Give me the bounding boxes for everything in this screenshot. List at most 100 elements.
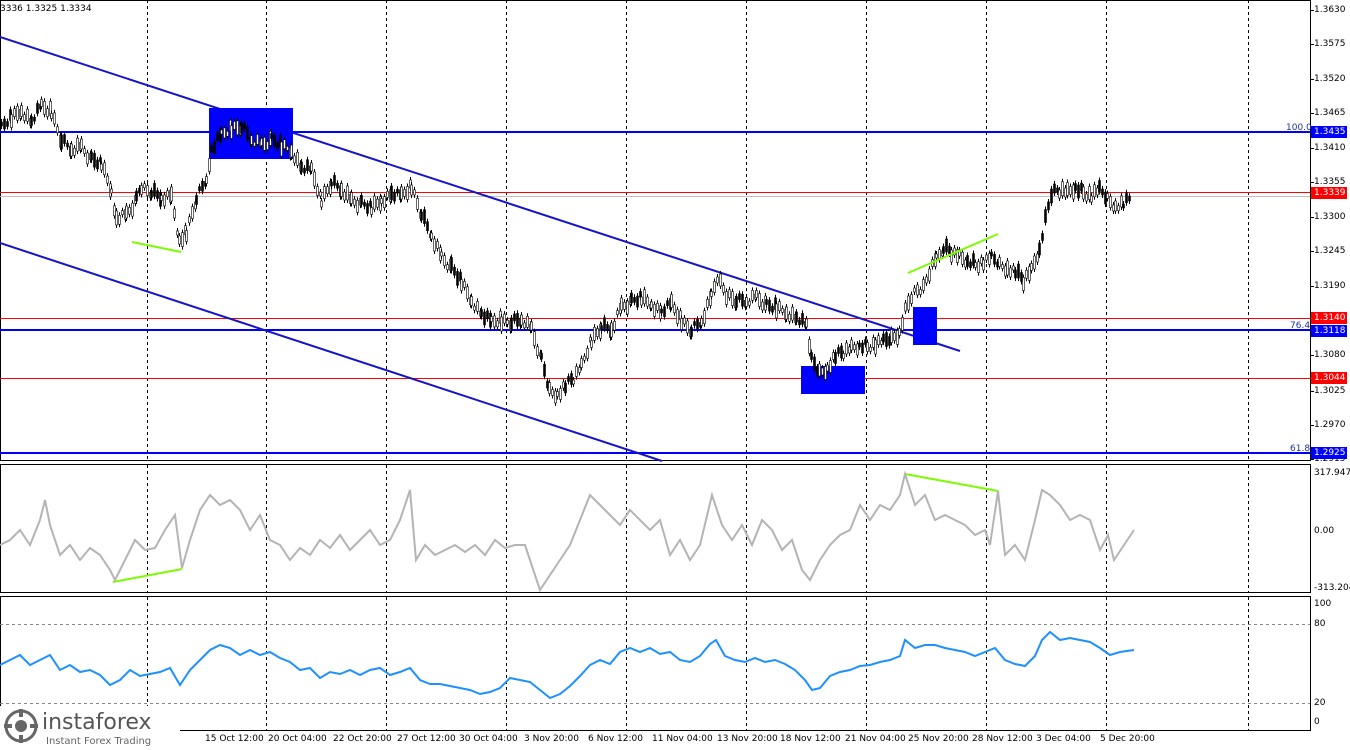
time-axis-label: 30 Oct 04:00 (459, 734, 518, 744)
candle-body (115, 210, 118, 226)
candle-body (751, 290, 754, 301)
candle-body (143, 183, 146, 189)
candle-body (156, 190, 159, 199)
candle-body (243, 122, 246, 130)
candle-body (1112, 204, 1115, 212)
candle-body (99, 157, 102, 162)
candle-body (1080, 182, 1083, 192)
candle-body (856, 343, 859, 356)
candle-body (181, 232, 184, 247)
candle-body (907, 295, 910, 311)
candle-body (755, 290, 758, 298)
time-axis-label: 6 Nov 12:00 (588, 734, 643, 744)
candle-body (998, 257, 1001, 267)
candle-body (131, 202, 134, 217)
candle-body (150, 190, 153, 198)
candle-body (693, 321, 696, 326)
candle-body (118, 215, 121, 225)
candle-body (201, 180, 204, 192)
candle-body (263, 137, 266, 151)
candle-body (296, 152, 299, 166)
candle-body (1066, 182, 1069, 196)
candle-body (56, 126, 59, 134)
candle-body (121, 210, 124, 215)
candle-body (516, 312, 519, 327)
candle-body (731, 291, 734, 306)
candle-body (493, 315, 496, 328)
time-axis-label: 3 Dec 04:00 (1036, 734, 1091, 744)
price-panel (0, 0, 1311, 461)
candle-body (928, 268, 931, 282)
candle-body (530, 321, 533, 331)
candle-body (745, 297, 748, 307)
time-axis-label: 5 Dec 20:00 (1100, 734, 1155, 744)
candle-body (350, 192, 353, 204)
price-axis-label: 1.3520 (1314, 74, 1346, 84)
candle-body (526, 315, 529, 328)
candle-body (216, 133, 219, 141)
rsi-line (0, 630, 1135, 700)
candle-body (761, 301, 764, 311)
candle-body (810, 352, 813, 360)
trend-channel-lower[interactable] (0, 242, 663, 462)
candle-body (125, 205, 128, 219)
candle-body (330, 181, 333, 187)
candle-body (606, 324, 609, 331)
price-tag-1-2925: 1.2925 (1311, 447, 1347, 459)
candle-body (554, 390, 557, 404)
candle-body (256, 134, 259, 145)
candle-body (961, 251, 964, 265)
candle-body (551, 389, 554, 396)
cci-panel (0, 464, 1311, 593)
candle-body (66, 142, 69, 148)
candle-body (83, 148, 86, 154)
candle-body (950, 249, 953, 263)
candle-body (919, 289, 922, 295)
logo-icon (4, 709, 38, 743)
divergence-line-cci-nov (904, 473, 999, 492)
candle-body (1077, 184, 1080, 199)
candle-body (420, 211, 423, 221)
trend-channel-upper[interactable] (0, 36, 961, 352)
fibo-label-76-4: 76.4 (1290, 321, 1311, 331)
candle-body (446, 264, 449, 271)
candle-body (713, 281, 716, 293)
candle-body (1072, 184, 1075, 200)
candle-body (413, 189, 416, 196)
candle-body (636, 295, 639, 308)
candle-body (896, 330, 899, 345)
candle-body (1028, 266, 1031, 281)
price-axis-label: 1.3300 (1314, 212, 1346, 222)
highlight-box-late-nov[interactable] (913, 307, 937, 345)
candle-body (540, 352, 543, 360)
candle-body (653, 304, 656, 317)
candle-body (543, 363, 546, 377)
candle-body (972, 253, 975, 266)
candle-body (178, 235, 181, 245)
fibo-label-61-8: 61.8 (1290, 444, 1311, 454)
candle-body (866, 342, 869, 352)
candle-body (808, 339, 811, 354)
candle-body (40, 99, 43, 107)
candle-body (788, 313, 791, 322)
highlight-box-nov[interactable] (801, 366, 865, 394)
candle-body (778, 301, 781, 312)
divergence-line-price-oct (131, 241, 182, 253)
time-axis-label: 3 Nov 20:00 (524, 734, 579, 744)
candle-body (603, 317, 606, 330)
candle-body (135, 190, 138, 202)
rsi-axis-80: 80 (1314, 619, 1326, 629)
candle-body (738, 293, 741, 300)
candle-body (306, 159, 309, 171)
candle-body (370, 207, 373, 215)
candle-body (966, 255, 969, 267)
candle-body (818, 363, 821, 377)
rsi-axis-0: 0 (1314, 717, 1320, 727)
candle-body (1101, 188, 1104, 196)
candle-body (30, 116, 33, 126)
candle-body (945, 238, 948, 253)
candle-body (436, 241, 439, 249)
fibo-label-100: 100.0 (1286, 123, 1312, 133)
candle-body (73, 148, 76, 156)
